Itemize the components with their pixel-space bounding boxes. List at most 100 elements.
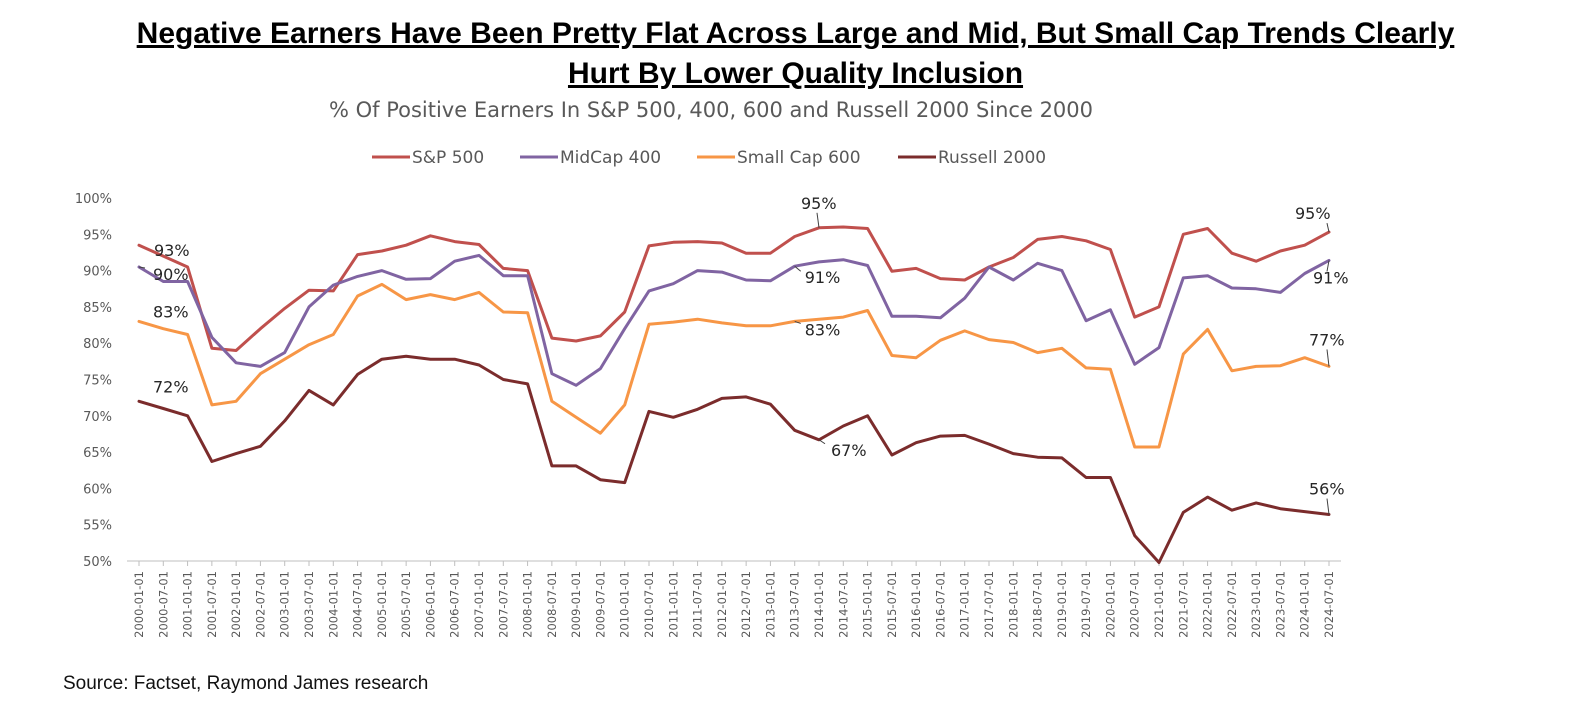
x-tick-label: 2013-01-01 xyxy=(763,571,777,638)
x-tick-label: 2006-07-01 xyxy=(448,571,462,638)
y-tick-label: 60% xyxy=(83,482,112,497)
x-tick-label: 2005-07-01 xyxy=(399,571,413,638)
series-line-midcap-400 xyxy=(137,253,1331,387)
x-tick-label: 2005-01-01 xyxy=(375,571,389,638)
x-tick-label: 2013-07-01 xyxy=(788,571,802,638)
x-tick-label: 2015-01-01 xyxy=(861,571,875,638)
x-axis: 2000-01-01 2000-07-01 2001-01-01 2001-07-01… xyxy=(127,560,1341,638)
x-tick-label: 2014-01-01 xyxy=(812,571,826,638)
annotation-label: 72% xyxy=(153,377,189,396)
x-tick-label: 2017-01-01 xyxy=(958,571,972,638)
y-tick-label: 100% xyxy=(75,192,112,207)
legend-label: Small Cap 600 xyxy=(737,148,861,168)
series-line-small-cap-600 xyxy=(137,282,1331,449)
annotation-leader xyxy=(138,266,146,269)
annotation-leader xyxy=(794,320,801,324)
series-line-russell-2000 xyxy=(137,354,1331,564)
legend-label: MidCap 400 xyxy=(560,148,661,168)
annotation-label: 91% xyxy=(1313,268,1349,287)
series-line-s-p-500 xyxy=(137,225,1331,352)
y-tick-label: 75% xyxy=(83,374,112,389)
x-tick-label: 2024-01-01 xyxy=(1298,571,1312,638)
legend-label: S&P 500 xyxy=(412,148,484,168)
x-tick-label: 2018-01-01 xyxy=(1006,571,1020,638)
x-tick-label: 2022-01-01 xyxy=(1201,571,1215,638)
x-tick-label: 2009-01-01 xyxy=(569,571,583,638)
x-tick-label: 2015-07-01 xyxy=(885,571,899,638)
x-tick-label: 2010-01-01 xyxy=(618,571,632,638)
x-tick-label: 2020-07-01 xyxy=(1128,571,1142,638)
chart-subtitle: % Of Positive Earners In S&P 500, 400, 6… xyxy=(329,98,1093,122)
x-tick-label: 2024-07-01 xyxy=(1322,571,1336,638)
annotation-leader xyxy=(1326,498,1330,515)
annotation-label: 93% xyxy=(154,241,190,260)
annotation-leader xyxy=(818,439,826,445)
annotation-leader xyxy=(1326,260,1330,272)
annotation-label: 95% xyxy=(1295,204,1331,223)
annotation-label: 56% xyxy=(1309,480,1345,499)
y-tick-label: 80% xyxy=(83,337,112,352)
x-tick-label: 2018-07-01 xyxy=(1031,571,1045,638)
y-axis: 50% 55% 60% 65% 70% 75% 80% 85% 90% 95% 100% xyxy=(75,192,112,570)
x-tick-label: 2021-01-01 xyxy=(1152,571,1166,638)
x-tick-label: 2004-07-01 xyxy=(351,571,365,638)
x-tick-label: 2000-07-01 xyxy=(156,571,170,638)
x-tick-label: 2006-01-01 xyxy=(423,571,437,638)
x-tick-label: 2017-07-01 xyxy=(982,571,996,638)
x-tick-label: 2016-07-01 xyxy=(933,571,947,638)
legend-label: Russell 2000 xyxy=(938,148,1046,168)
annotation-label: 90% xyxy=(153,265,189,284)
page-title: Negative Earners Have Been Pretty Flat A… xyxy=(0,14,1591,94)
x-tick-label: 2000-01-01 xyxy=(132,571,146,638)
x-tick-label: 2002-01-01 xyxy=(229,571,243,638)
annotation-label: 77% xyxy=(1309,330,1345,349)
y-tick-label: 85% xyxy=(83,301,112,316)
annotation-label: 83% xyxy=(805,320,841,339)
x-tick-label: 2016-01-01 xyxy=(909,571,923,638)
y-tick-label: 65% xyxy=(83,446,112,461)
title-line-1: Negative Earners Have Been Pretty Flat A… xyxy=(136,17,1455,50)
series-layer xyxy=(137,225,1331,564)
x-tick-label: 2014-07-01 xyxy=(836,571,850,638)
annotation-leader xyxy=(1326,349,1330,367)
x-tick-label: 2001-07-01 xyxy=(205,571,219,638)
annotation-leader xyxy=(1326,223,1330,233)
x-tick-label: 2001-01-01 xyxy=(181,571,195,638)
legend: S&P 500 MidCap 400 Small Cap 600 Russell 20… xyxy=(372,148,1046,168)
x-tick-label: 2011-01-01 xyxy=(666,571,680,638)
x-tick-label: 2019-07-01 xyxy=(1079,571,1093,638)
x-tick-label: 2009-07-01 xyxy=(593,571,607,638)
annotation-label: 91% xyxy=(805,268,841,287)
x-tick-label: 2007-07-01 xyxy=(496,571,510,638)
x-tick-label: 2003-01-01 xyxy=(278,571,292,638)
x-tick-label: 2021-07-01 xyxy=(1176,571,1190,638)
x-tick-label: 2003-07-01 xyxy=(302,571,316,638)
x-tick-label: 2019-01-01 xyxy=(1055,571,1069,638)
y-tick-label: 90% xyxy=(83,265,112,280)
annotation-leader xyxy=(794,265,802,272)
x-tick-label: 2004-01-01 xyxy=(326,571,340,638)
annotation-label: 95% xyxy=(801,194,837,213)
x-tick-label: 2023-01-01 xyxy=(1249,571,1263,638)
x-tick-label: 2011-07-01 xyxy=(691,571,705,638)
y-tick-label: 95% xyxy=(83,228,112,243)
annotation-label: 67% xyxy=(831,441,867,460)
source-note: Source: Factset, Raymond James research xyxy=(63,673,429,694)
y-tick-label: 55% xyxy=(83,519,112,534)
annotation-label: 83% xyxy=(153,302,189,321)
x-tick-label: 2012-07-01 xyxy=(739,571,753,638)
y-tick-label: 50% xyxy=(83,555,112,570)
x-tick-label: 2007-01-01 xyxy=(472,571,486,638)
x-tick-label: 2012-01-01 xyxy=(715,571,729,638)
x-tick-label: 2002-07-01 xyxy=(253,571,267,638)
x-tick-label: 2008-07-01 xyxy=(545,571,559,638)
annotation-leader xyxy=(816,212,820,228)
x-tick-label: 2010-07-01 xyxy=(642,571,656,638)
y-tick-label: 70% xyxy=(83,410,112,425)
title-line-2: Hurt By Lower Quality Inclusion xyxy=(567,57,1024,90)
annotation-layer: 93% 90% 83% 72% 95% 91% 83% 67% 95% 91% 77% 56% xyxy=(138,194,1349,515)
x-tick-label: 2022-07-01 xyxy=(1225,571,1239,638)
x-tick-label: 2008-01-01 xyxy=(521,571,535,638)
x-tick-label: 2023-07-01 xyxy=(1273,571,1287,638)
